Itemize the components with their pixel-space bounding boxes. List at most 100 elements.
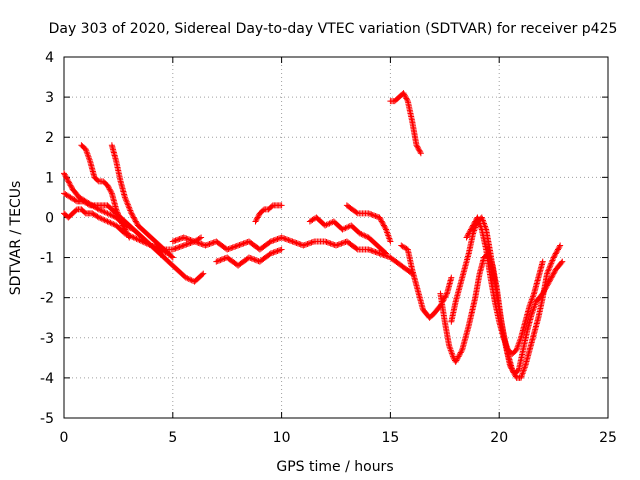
data-point (235, 242, 242, 249)
data-point (248, 255, 255, 262)
data-point (376, 250, 383, 257)
data-point (547, 261, 554, 268)
data-point (328, 241, 335, 248)
data-point (278, 246, 285, 253)
data-point (108, 220, 115, 227)
data-point (127, 207, 134, 214)
data-point (194, 239, 201, 246)
x-tick-label: 25 (599, 430, 617, 446)
data-point (187, 276, 194, 283)
data-point (549, 271, 556, 278)
data-point (188, 237, 195, 244)
data-point (105, 219, 112, 226)
data-point (113, 207, 120, 214)
data-point (173, 237, 180, 244)
data-point (205, 241, 212, 248)
data-point (200, 270, 207, 277)
data-point (325, 221, 332, 228)
data-point (171, 246, 178, 253)
data-point (95, 206, 102, 213)
data-point (401, 91, 408, 98)
data-point (124, 230, 131, 237)
data-point (368, 247, 375, 254)
data-point (106, 186, 113, 193)
data-point (457, 350, 464, 357)
data-point (383, 250, 390, 257)
data-point (172, 237, 179, 244)
data-point (307, 240, 314, 247)
data-point (252, 218, 259, 225)
data-point (358, 231, 365, 238)
data-point (120, 223, 127, 230)
data-point (114, 209, 121, 216)
data-point (196, 235, 203, 242)
data-point (550, 270, 557, 277)
data-point (367, 247, 373, 254)
data-point (104, 210, 111, 217)
data-point (548, 260, 555, 267)
data-point (124, 201, 131, 208)
data-point (133, 219, 140, 226)
data-point (378, 218, 385, 225)
data-point (323, 239, 330, 246)
x-tick-label: 10 (273, 430, 291, 446)
y-tick-label: 3 (45, 90, 54, 106)
data-point (123, 229, 130, 236)
tick-layer: 0 5 10 15 20 25 -5 -4 -3 -2 -1 0 1 2 3 4 (40, 50, 617, 446)
data-point (134, 236, 141, 243)
data-point (353, 209, 360, 216)
data-point (371, 248, 378, 255)
data-point (267, 238, 274, 245)
data-point (453, 357, 460, 364)
data-point (173, 245, 180, 252)
data-point (108, 189, 115, 196)
data-point (107, 187, 114, 194)
data-point (353, 245, 360, 252)
data-point (414, 144, 421, 151)
data-point (121, 194, 128, 201)
data-point (551, 253, 558, 260)
data-point (466, 229, 473, 236)
data-point (463, 234, 470, 241)
data-point (281, 235, 288, 242)
data-point (369, 211, 376, 218)
data-point (402, 94, 409, 101)
data-point (377, 217, 384, 224)
data-point (94, 177, 101, 184)
data-point (368, 211, 375, 218)
data-point (465, 231, 472, 238)
data-point (107, 219, 114, 226)
data-point (121, 226, 128, 233)
data-point (118, 219, 125, 226)
data-point (268, 203, 275, 210)
data-point (550, 256, 557, 263)
data-point (180, 242, 187, 249)
data-point (203, 242, 210, 249)
x-tick-label: 5 (168, 430, 177, 446)
data-point (184, 241, 191, 248)
data-point (129, 233, 136, 240)
data-point (240, 240, 247, 247)
data-point (267, 250, 274, 257)
data-point (382, 225, 389, 232)
data-point (381, 249, 388, 256)
data-point (293, 240, 300, 247)
data-point (361, 232, 368, 239)
data-point (241, 240, 248, 247)
data-point (198, 234, 205, 241)
data-point (509, 368, 516, 375)
data-point (468, 225, 475, 232)
data-point (469, 223, 476, 230)
data-point (104, 218, 111, 225)
data-point (377, 251, 384, 258)
data-point (72, 197, 79, 204)
data-point (554, 247, 561, 254)
data-point (415, 146, 422, 153)
data-point (455, 353, 462, 360)
data-point (292, 239, 299, 246)
data-point (270, 249, 277, 256)
data-point (546, 264, 553, 271)
data-point (512, 372, 519, 379)
data-point (67, 182, 74, 189)
data-point (400, 90, 407, 97)
